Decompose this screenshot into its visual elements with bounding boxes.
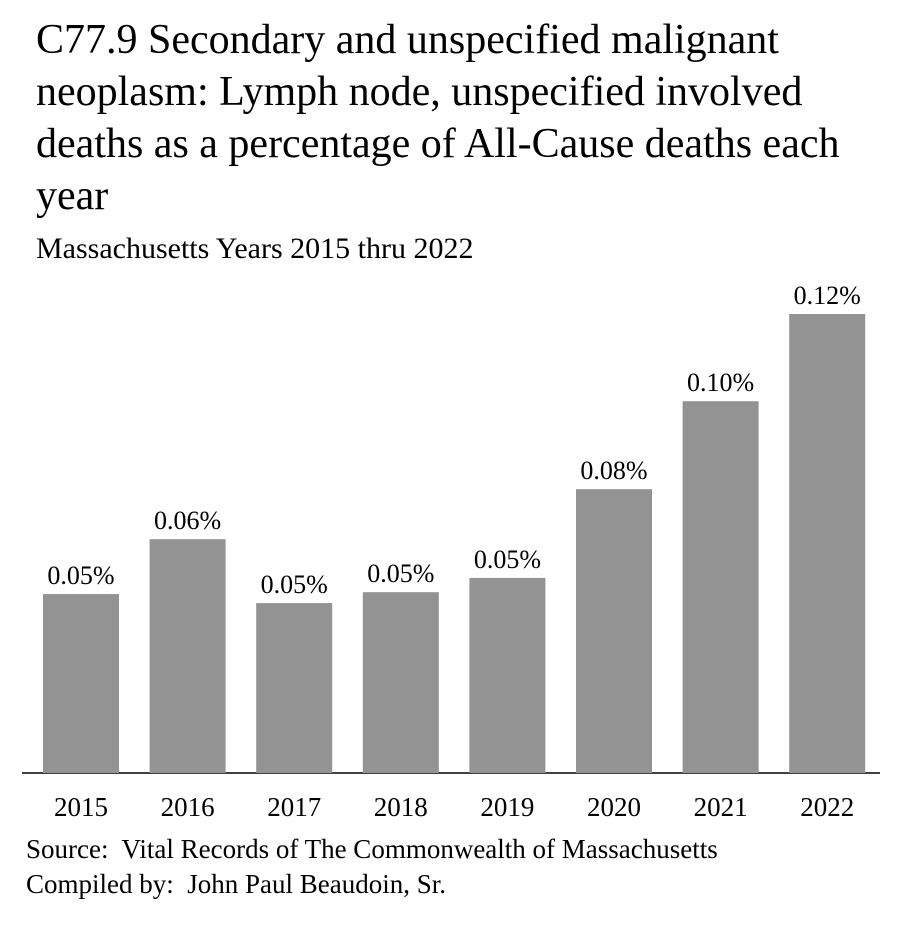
x-tick-label: 2018 [374, 792, 428, 822]
bar [469, 577, 546, 773]
chart-title: C77.9 Secondary and unspecified malignan… [36, 17, 840, 219]
data-label: 0.05% [47, 561, 114, 590]
x-tick-label: 2016 [161, 792, 215, 822]
x-tick-label: 2017 [267, 792, 321, 822]
bar [576, 489, 652, 773]
data-label: 0.06% [154, 506, 221, 535]
x-tick-label: 2021 [694, 792, 748, 822]
bar [149, 539, 226, 773]
source-note: Source: Vital Records of The Commonwealt… [26, 834, 718, 864]
x-tick-label: 2019 [480, 792, 534, 822]
x-tick-label: 2020 [587, 792, 641, 822]
bar [43, 594, 119, 773]
data-label: 0.12% [794, 281, 861, 310]
x-tick-label: 2015 [54, 792, 108, 822]
data-label: 0.05% [367, 559, 434, 588]
data-label: 0.05% [261, 570, 328, 599]
data-label: 0.08% [580, 456, 647, 485]
data-label: 0.05% [474, 545, 541, 574]
chart-subtitle: Massachusetts Years 2015 thru 2022 [36, 232, 474, 265]
compiled-note: Compiled by: John Paul Beaudoin, Sr. [26, 869, 447, 899]
bar [256, 603, 333, 773]
data-label: 0.10% [687, 368, 754, 397]
bar [682, 401, 759, 773]
x-tick-label: 2022 [800, 792, 854, 822]
bar [789, 314, 866, 773]
bar [362, 592, 439, 773]
